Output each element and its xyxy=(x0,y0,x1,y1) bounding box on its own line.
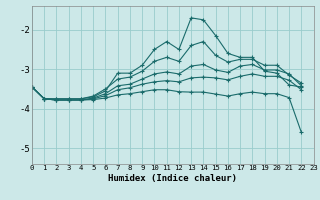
X-axis label: Humidex (Indice chaleur): Humidex (Indice chaleur) xyxy=(108,174,237,183)
